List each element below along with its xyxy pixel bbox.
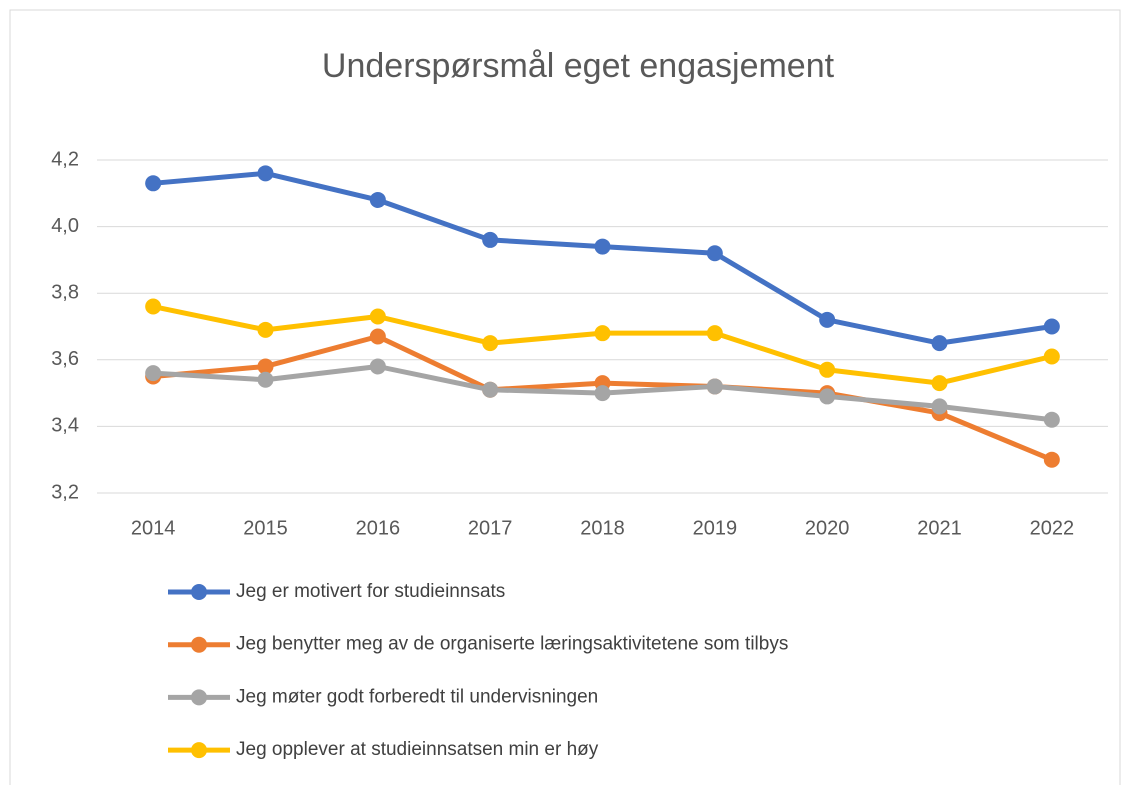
x-tick-label: 2015 (243, 517, 288, 539)
legend-marker (191, 689, 207, 706)
data-point (257, 371, 274, 388)
x-tick-label: 2016 (356, 517, 401, 539)
data-point (594, 238, 611, 255)
data-point (931, 398, 948, 415)
data-point (1043, 451, 1060, 468)
x-tick-label: 2022 (1030, 517, 1075, 539)
data-point (819, 361, 836, 378)
legend-label: Jeg er motivert for studieinnsats (236, 581, 505, 602)
data-point (257, 165, 274, 182)
x-tick-label: 2021 (917, 517, 962, 539)
chart-title: Underspørsmål eget engasjement (322, 47, 835, 85)
y-tick-label: 3,6 (51, 348, 79, 370)
data-point (369, 308, 386, 325)
legend-marker (191, 742, 207, 759)
y-tick-label: 3,4 (51, 415, 79, 437)
data-point (482, 335, 499, 352)
y-tick-label: 4,0 (51, 215, 79, 237)
data-point (594, 385, 611, 402)
y-tick-label: 3,2 (51, 481, 79, 503)
data-point (594, 325, 611, 342)
data-point (931, 375, 948, 392)
x-tick-label: 2014 (131, 517, 176, 539)
data-point (1043, 318, 1060, 335)
data-point (706, 325, 723, 342)
data-point (257, 321, 274, 338)
x-tick-label: 2017 (468, 517, 513, 539)
chart-border (9, 9, 1121, 785)
legend-marker (191, 636, 207, 653)
data-point (145, 365, 162, 382)
data-point (706, 245, 723, 262)
data-point (369, 328, 386, 345)
legend-label: Jeg opplever at studieinnsatsen min er h… (236, 739, 599, 760)
data-point (819, 311, 836, 328)
data-point (706, 378, 723, 395)
data-point (369, 358, 386, 375)
data-point (482, 231, 499, 248)
data-point (1043, 411, 1060, 428)
data-point (1043, 348, 1060, 365)
data-point (257, 358, 274, 375)
y-tick-label: 3,8 (51, 281, 79, 303)
data-point (931, 335, 948, 352)
legend-label: Jeg benytter meg av de organiserte lærin… (236, 634, 788, 655)
x-tick-label: 2018 (580, 517, 625, 539)
legend-marker (191, 584, 207, 600)
data-point (482, 381, 499, 398)
data-point (145, 175, 162, 192)
data-point (819, 388, 836, 405)
legend-label: Jeg møter godt forberedt til undervisnin… (236, 686, 598, 707)
data-point (145, 298, 162, 315)
y-tick-label: 4,2 (51, 148, 79, 170)
data-point (369, 191, 386, 208)
x-tick-label: 2020 (805, 517, 850, 539)
x-tick-label: 2019 (693, 517, 738, 539)
